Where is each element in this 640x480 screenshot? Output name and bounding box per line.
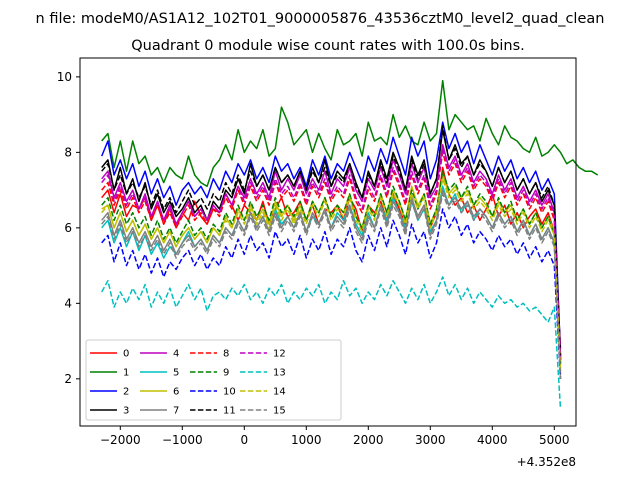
- x-tick-label: 4000: [477, 433, 508, 447]
- legend-label-13: 13: [273, 368, 286, 379]
- y-tick-label: 6: [64, 221, 72, 235]
- x-tick-label: 0: [240, 433, 248, 447]
- legend-box: [85, 339, 342, 421]
- y-tick-label: 8: [64, 145, 72, 159]
- x-axis: −2000 −1000 0 1000 2000 3000 4000 5000: [100, 426, 570, 447]
- series-line-9: [101, 170, 562, 364]
- y-axis: 2 4 6 8 10: [57, 70, 80, 386]
- series-line-8: [101, 151, 562, 360]
- series-line-10: [101, 208, 562, 379]
- series-line-1: [101, 79, 599, 188]
- x-tick-label: 1000: [291, 433, 322, 447]
- legend-label-4: 4: [173, 349, 179, 360]
- y-tick-label: 10: [57, 70, 72, 84]
- x-tick-label: 5000: [539, 433, 570, 447]
- series-line-14: [101, 178, 562, 372]
- legend-label-9: 9: [223, 368, 229, 379]
- legend-label-14: 14: [273, 387, 286, 398]
- y-tick-label: 4: [64, 296, 72, 310]
- figure-suptitle: n file: modeM0/AS1A12_102T01_9000005876_…: [36, 11, 605, 27]
- series-layer: [101, 79, 599, 410]
- legend-label-0: 0: [123, 349, 129, 360]
- y-tick-label: 2: [64, 372, 72, 386]
- legend-label-15: 15: [273, 406, 286, 417]
- series-line-4: [101, 144, 562, 364]
- legend-label-3: 3: [123, 406, 129, 417]
- x-tick-label: −2000: [100, 433, 141, 447]
- legend-label-2: 2: [123, 387, 129, 398]
- series-line-2: [101, 121, 562, 357]
- chart-title: Quadrant 0 module wise count rates with …: [131, 38, 525, 54]
- legend-label-7: 7: [173, 406, 179, 417]
- series-line-12: [101, 147, 562, 360]
- legend-label-10: 10: [223, 387, 236, 398]
- series-line-15: [101, 193, 562, 379]
- series-line-13: [101, 276, 562, 410]
- legend-label-11: 11: [223, 406, 236, 417]
- x-tick-label: −1000: [162, 433, 203, 447]
- legend-label-1: 1: [123, 368, 129, 379]
- legend-label-6: 6: [173, 387, 179, 398]
- series-line-11: [101, 125, 562, 357]
- x-tick-label: 2000: [353, 433, 384, 447]
- legend-label-8: 8: [223, 349, 229, 360]
- legend-label-5: 5: [173, 368, 179, 379]
- x-axis-offset-label: +4.352e8: [517, 455, 576, 469]
- legend-label-12: 12: [273, 349, 286, 360]
- plot-frame: [79, 57, 577, 427]
- series-line-7: [101, 189, 562, 376]
- x-tick-label: 3000: [415, 433, 446, 447]
